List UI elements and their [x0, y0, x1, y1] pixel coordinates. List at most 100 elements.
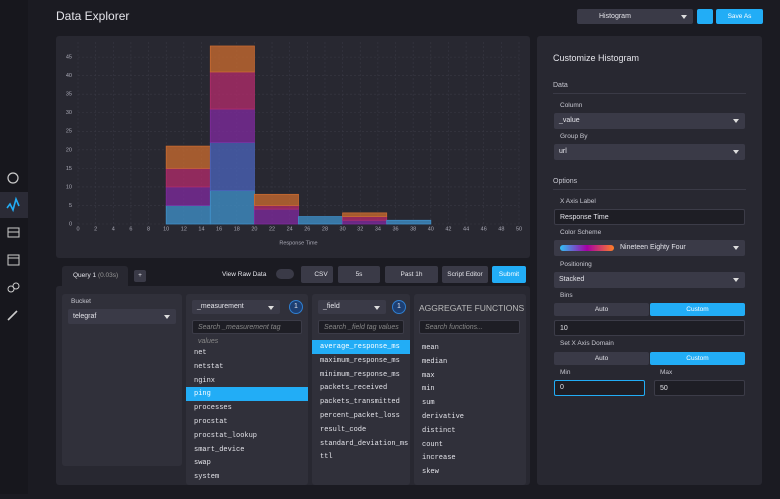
- list-item[interactable]: procstat_lookup: [194, 431, 258, 440]
- column-dropdown[interactable]: _value: [554, 113, 745, 129]
- y-tick-label: 5: [69, 203, 72, 209]
- range-dropdown[interactable]: Past 1h: [385, 266, 438, 283]
- list-item[interactable]: ping: [186, 387, 308, 402]
- aggregate-panel: AGGREGATE FUNCTIONS Search functions... …: [414, 294, 526, 485]
- raw-toggle[interactable]: [276, 269, 294, 279]
- customize-panel: Customize Histogram Data Column _value G…: [537, 36, 762, 485]
- list-item[interactable]: packets_received: [320, 384, 388, 393]
- list-item[interactable]: net: [194, 349, 207, 357]
- list-item[interactable]: sum: [422, 399, 435, 408]
- list-item[interactable]: min: [422, 385, 435, 394]
- scheme-dropdown[interactable]: Nineteen Eighty Four: [554, 240, 745, 256]
- column-label: Column: [560, 102, 583, 109]
- x-tick-label: 16: [216, 226, 222, 232]
- x-tick-label: 2: [94, 226, 97, 232]
- list-item[interactable]: standard_deviation_ms: [320, 439, 409, 448]
- xlabel-input[interactable]: Response Time: [554, 209, 745, 225]
- bar-segment: [209, 190, 255, 225]
- script-editor[interactable]: Script Editor: [442, 266, 488, 283]
- refresh-dropdown[interactable]: 5s: [338, 266, 380, 283]
- min-input[interactable]: 0: [554, 380, 645, 396]
- bar-segment: [298, 216, 343, 225]
- bar-segment: [253, 205, 299, 210]
- x-tick-label: 34: [375, 226, 381, 232]
- list-item[interactable]: percent_packet_loss: [320, 412, 400, 420]
- bar-segment: [386, 219, 432, 225]
- bar-segment: [253, 193, 299, 206]
- sidebar-icons: [0, 172, 28, 321]
- list-item[interactable]: median: [422, 357, 448, 366]
- options-section: Options: [553, 178, 578, 185]
- bar-segment: [165, 186, 211, 206]
- list-item[interactable]: system: [194, 473, 220, 482]
- list-item[interactable]: result_code: [320, 425, 367, 434]
- add-query[interactable]: +: [134, 270, 146, 282]
- list-item[interactable]: mean: [422, 344, 439, 352]
- list-item[interactable]: netstat: [194, 362, 224, 371]
- query-tab[interactable]: Query 1 (0.03s): [62, 266, 128, 286]
- bar-segment: [342, 219, 388, 225]
- y-tick-label: 30: [66, 110, 72, 116]
- x-tick-label: 20: [251, 226, 257, 232]
- chart-panel: 0 2 4 6 8 10 12 14 16 18 20 22 24 26 28 30 32 34 36 38 40 42 4…: [56, 36, 530, 258]
- x-tick-label: 44: [463, 226, 469, 232]
- x-tick-label: 32: [357, 226, 363, 232]
- scheme-swatch: [560, 245, 614, 251]
- list-item[interactable]: maximum_response_ms: [320, 356, 400, 365]
- settings-button[interactable]: [697, 9, 713, 24]
- measurement-count: 1: [289, 300, 303, 314]
- x-tick-label: 6: [129, 226, 132, 232]
- group-dropdown[interactable]: url: [554, 144, 745, 160]
- submit-button[interactable]: Submit: [492, 266, 526, 283]
- x-tick-label: 46: [481, 226, 487, 232]
- list-item[interactable]: distinct: [422, 426, 456, 435]
- bins-input[interactable]: 10: [554, 320, 745, 336]
- x-tick-label: 40: [428, 226, 434, 232]
- save-as-button[interactable]: Save As: [716, 9, 763, 24]
- list-item[interactable]: count: [422, 440, 444, 449]
- field-key[interactable]: _field: [318, 300, 386, 314]
- data-section: Data: [553, 82, 568, 89]
- x-tick-label: 8: [147, 226, 150, 232]
- x-tick-label: 18: [234, 226, 240, 232]
- x-tick-label: 30: [340, 226, 346, 232]
- list-item[interactable]: ttl: [320, 453, 333, 462]
- list-item[interactable]: procstat: [194, 418, 228, 426]
- list-item[interactable]: processes: [194, 404, 232, 413]
- x-tick-label: 12: [181, 226, 187, 232]
- list-item[interactable]: minimum_response_ms: [320, 370, 400, 379]
- position-dropdown[interactable]: Stacked: [554, 272, 745, 288]
- bar-segment: [165, 167, 211, 188]
- list-item[interactable]: smart_device: [194, 445, 245, 454]
- bucket-dropdown[interactable]: telegraf: [68, 309, 176, 324]
- x-tick-label: 50: [516, 226, 522, 232]
- aggregate-search[interactable]: Search functions...: [419, 320, 520, 334]
- bar-segment: [209, 71, 255, 110]
- measurement-key[interactable]: _measurement: [192, 300, 280, 314]
- field-search[interactable]: Search _field tag values: [318, 320, 404, 334]
- max-input[interactable]: 50: [654, 380, 745, 396]
- x-tick-label: 22: [269, 226, 275, 232]
- list-item[interactable]: increase: [422, 454, 456, 463]
- domain-label: Set X Axis Domain: [560, 340, 614, 347]
- bar-segment: [165, 145, 211, 169]
- domain-auto[interactable]: Auto: [554, 352, 649, 365]
- list-item[interactable]: packets_transmitted: [320, 398, 400, 407]
- list-item[interactable]: derivative: [422, 413, 465, 421]
- csv-button[interactable]: CSV: [301, 266, 333, 283]
- x-tick-label: 24: [287, 226, 293, 232]
- vis-type-dropdown[interactable]: Histogram: [577, 9, 693, 24]
- measurement-search[interactable]: Search _measurement tag values: [192, 320, 302, 345]
- x-tick-label: 42: [445, 226, 451, 232]
- bins-custom[interactable]: Custom: [650, 303, 745, 316]
- list-item[interactable]: average_response_ms: [312, 340, 410, 354]
- bins-auto[interactable]: Auto: [554, 303, 649, 316]
- field-count: 1: [392, 300, 406, 314]
- list-item[interactable]: swap: [194, 459, 211, 468]
- list-item[interactable]: skew: [422, 468, 439, 477]
- list-item[interactable]: nginx: [194, 376, 216, 385]
- domain-custom[interactable]: Custom: [650, 352, 745, 365]
- list-item[interactable]: max: [422, 371, 435, 380]
- bar-segment: [165, 205, 211, 225]
